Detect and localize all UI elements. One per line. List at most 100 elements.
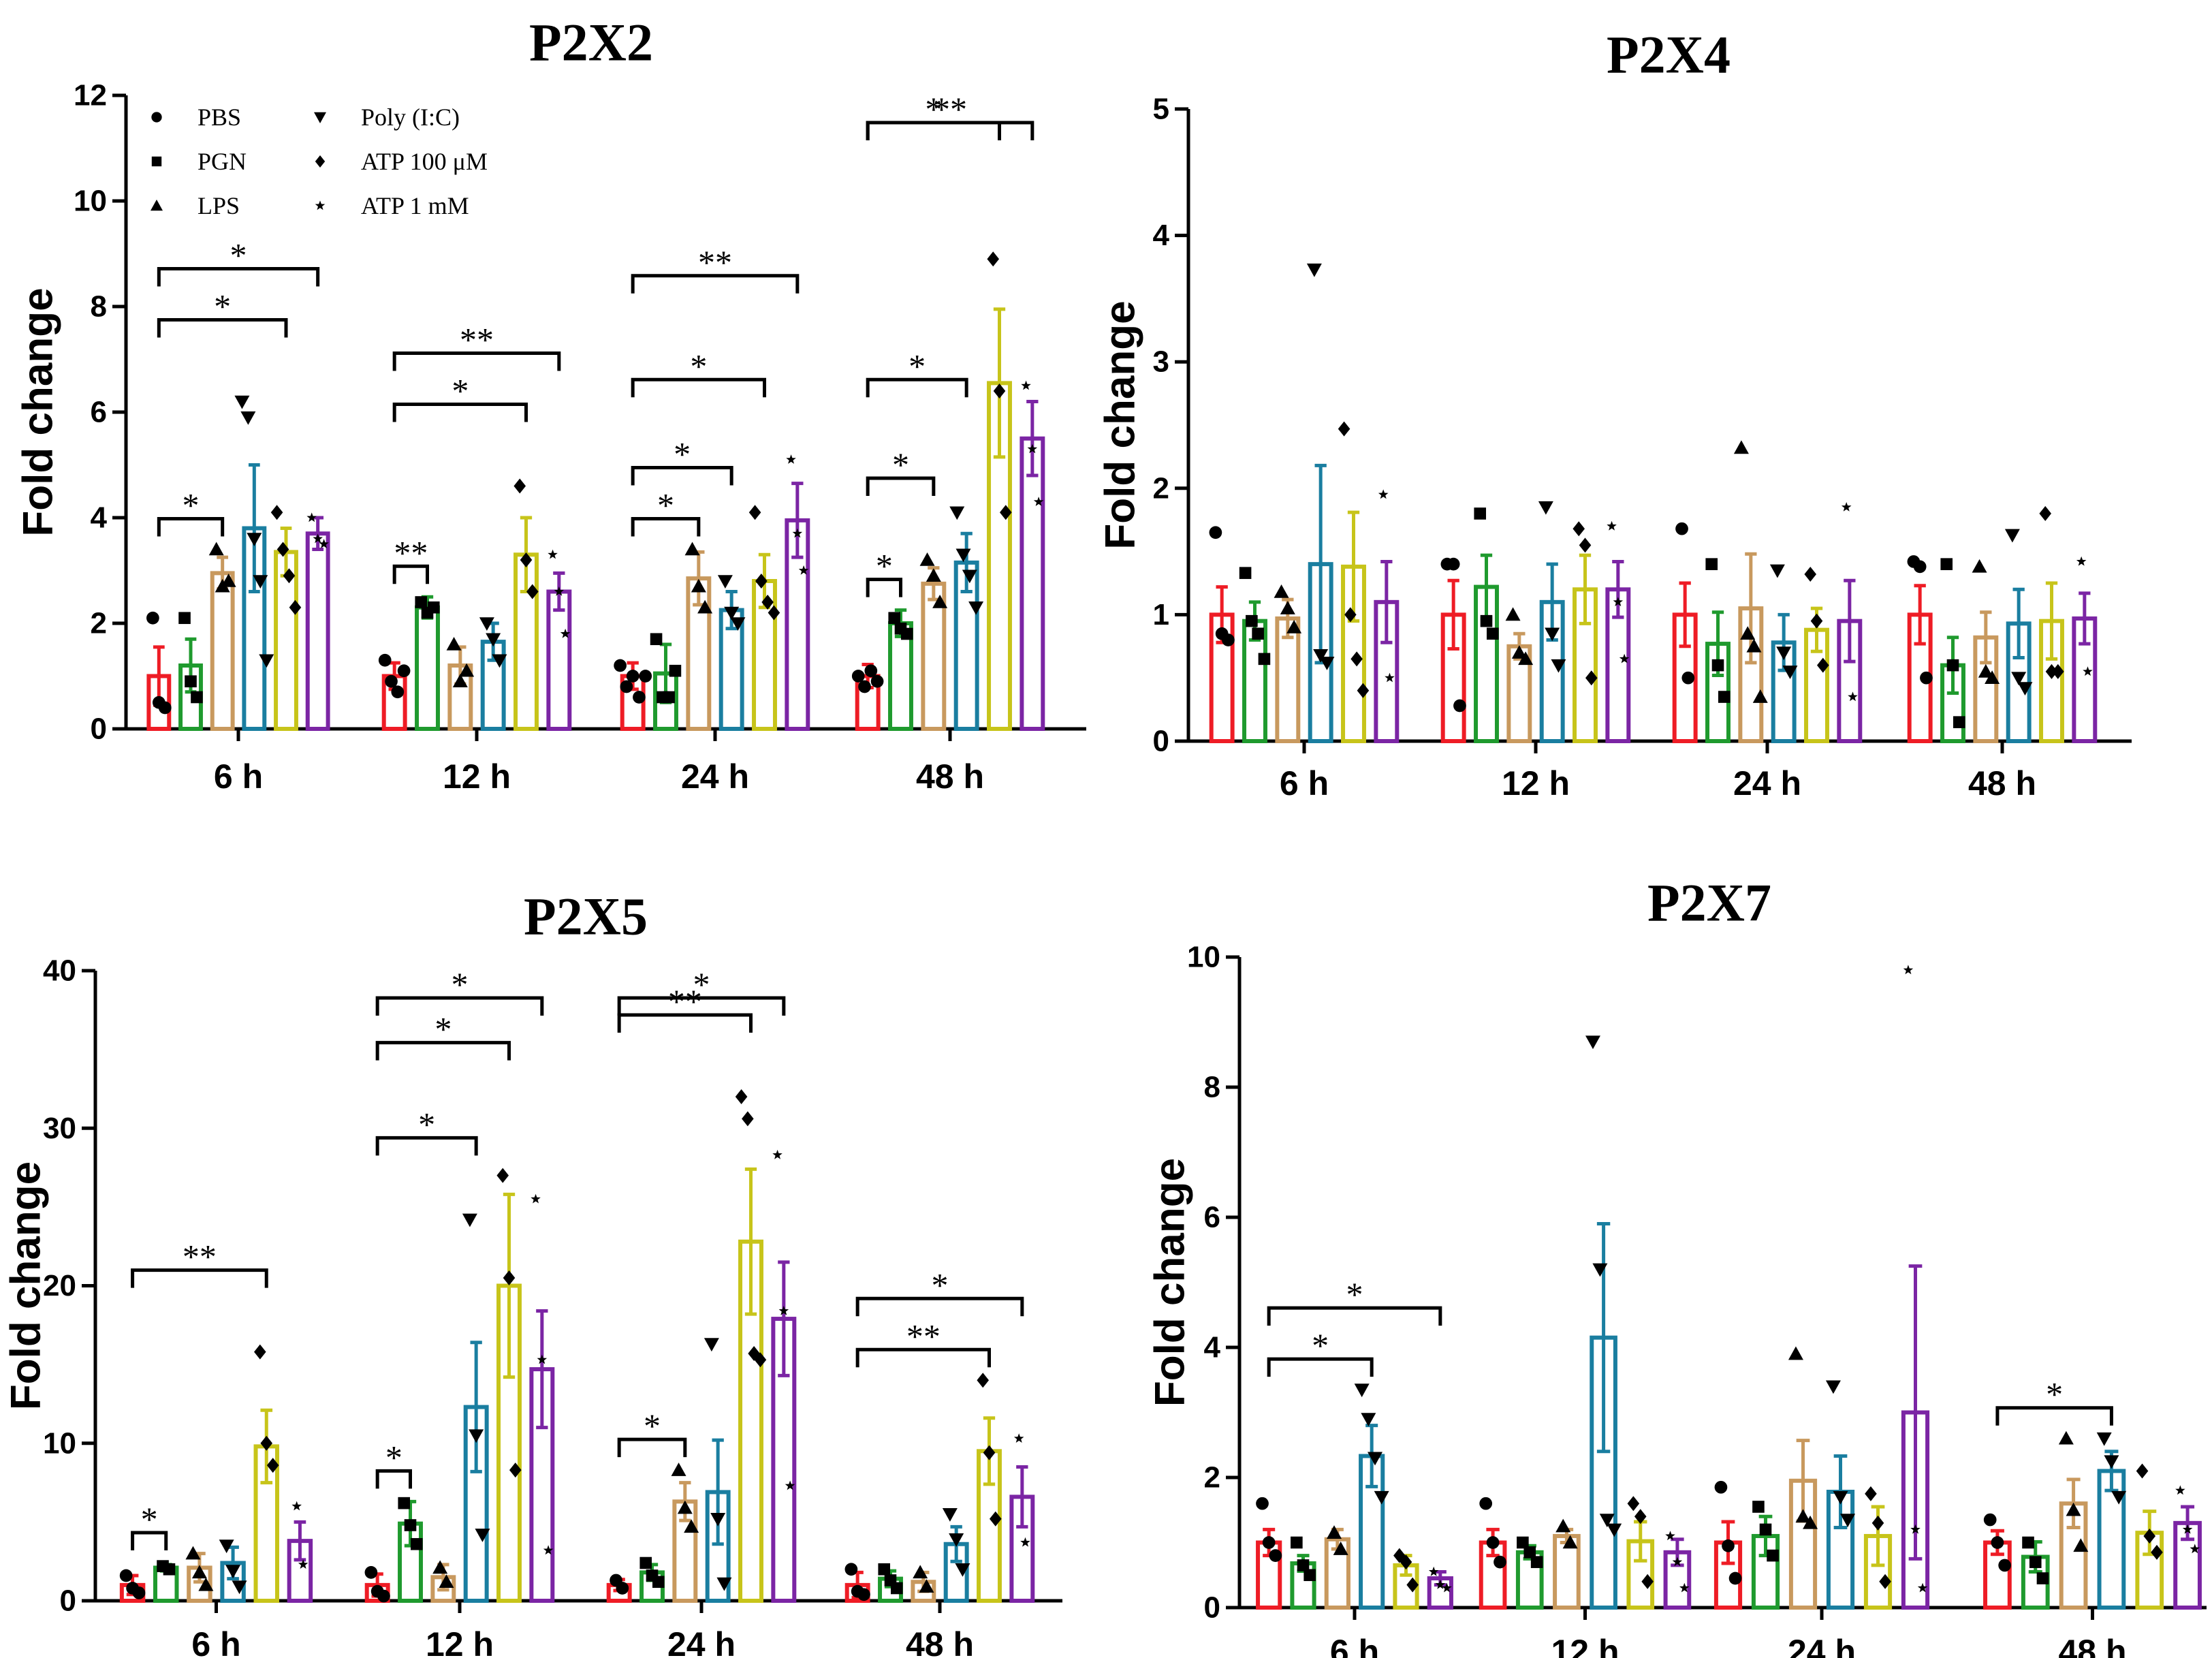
significance-bracket <box>866 377 968 398</box>
significance-bracket <box>157 318 288 338</box>
data-point <box>1306 263 1322 277</box>
data-point <box>858 680 871 693</box>
data-point <box>1841 502 1852 512</box>
significance-label: * <box>693 965 710 1003</box>
data-point <box>2076 556 2087 566</box>
data-point <box>377 1589 390 1603</box>
data-point <box>1752 1501 1765 1513</box>
data-point <box>1865 1486 1877 1501</box>
y-tick-label: 2 <box>91 607 107 640</box>
y-axis-label: Fold change <box>3 1161 50 1410</box>
data-point <box>1619 653 1630 663</box>
data-point <box>1825 1380 1841 1394</box>
x-tick-label: 6 h <box>1330 1633 1379 1658</box>
legend-marker <box>151 156 162 167</box>
x-tick-label: 6 h <box>214 757 263 796</box>
data-point <box>900 627 913 640</box>
x-tick-label: 24 h <box>681 757 749 796</box>
data-point <box>724 606 740 621</box>
data-point <box>1252 627 1264 640</box>
significance-label: * <box>1312 1326 1329 1364</box>
x-tick-label: 24 h <box>1733 764 1801 802</box>
data-point <box>955 548 971 563</box>
data-point <box>2051 663 2064 679</box>
significance-label: * <box>214 287 231 326</box>
data-point <box>2004 529 2020 543</box>
significance-bracket <box>617 1013 753 1033</box>
significance-bracket <box>1267 1306 1442 1326</box>
significance-bracket <box>131 1531 168 1550</box>
data-point <box>851 670 865 683</box>
data-point <box>439 1574 454 1589</box>
data-point <box>1746 638 1762 653</box>
legend-label: PGN <box>198 148 247 175</box>
significance-label: * <box>141 1500 158 1538</box>
data-point <box>798 565 809 575</box>
data-point <box>469 1429 484 1443</box>
data-point <box>2111 1490 2127 1505</box>
data-point <box>1297 1559 1310 1571</box>
data-point <box>2104 1455 2119 1469</box>
data-point <box>684 542 700 556</box>
data-point <box>1613 597 1624 606</box>
significance-label: * <box>385 1438 402 1476</box>
significance-bracket <box>131 1268 268 1288</box>
data-point <box>716 1577 732 1591</box>
bar <box>546 589 572 731</box>
data-point <box>735 1089 748 1104</box>
data-point <box>1518 651 1534 666</box>
data-point <box>247 533 262 546</box>
data-point <box>942 1508 958 1522</box>
data-point <box>1480 614 1493 627</box>
data-point <box>1517 1536 1529 1549</box>
data-point <box>1816 657 1829 673</box>
significance-label: * <box>644 1407 661 1445</box>
significance-bracket <box>392 403 528 422</box>
data-point <box>1573 521 1585 537</box>
data-point <box>785 1480 795 1490</box>
significance-bracket <box>617 996 786 1016</box>
data-point <box>993 384 1006 398</box>
data-point <box>2096 1432 2112 1446</box>
y-tick-label: 6 <box>1204 1201 1220 1234</box>
data-point <box>462 1213 477 1227</box>
data-point <box>1769 564 1785 578</box>
data-point <box>1810 613 1823 629</box>
data-point <box>1280 601 1295 614</box>
data-point <box>2011 672 2027 686</box>
significance-label: * <box>876 547 893 585</box>
data-point <box>955 1563 970 1577</box>
y-tick-label: 40 <box>43 954 76 988</box>
data-point <box>677 1500 693 1514</box>
data-point <box>717 575 733 589</box>
data-point <box>1585 1035 1600 1050</box>
data-point <box>496 1168 509 1183</box>
data-point <box>503 1270 516 1285</box>
bar <box>305 531 330 731</box>
data-point <box>691 578 706 593</box>
data-point <box>313 533 323 544</box>
y-tick-label: 4 <box>1204 1331 1221 1364</box>
data-point <box>2175 1485 2185 1495</box>
data-point <box>185 675 197 688</box>
data-point <box>1354 1383 1370 1398</box>
data-point <box>926 568 941 582</box>
data-point <box>1641 1574 1654 1589</box>
data-point <box>1985 670 2000 684</box>
data-point <box>364 1566 378 1579</box>
legend-label: Poly (I:C) <box>361 104 460 131</box>
data-point <box>452 674 468 688</box>
data-point <box>2045 663 2058 679</box>
data-point <box>291 1501 302 1511</box>
significance-bracket <box>631 377 766 398</box>
data-point <box>1983 1513 1997 1527</box>
significance-label: * <box>230 236 247 275</box>
y-axis-label: Fold change <box>1147 1158 1194 1407</box>
data-point <box>1269 1549 1282 1562</box>
data-point <box>620 680 633 693</box>
data-point <box>1274 584 1289 598</box>
data-point <box>1453 699 1466 713</box>
significance-bracket <box>866 476 936 496</box>
significance-bracket <box>631 274 800 294</box>
